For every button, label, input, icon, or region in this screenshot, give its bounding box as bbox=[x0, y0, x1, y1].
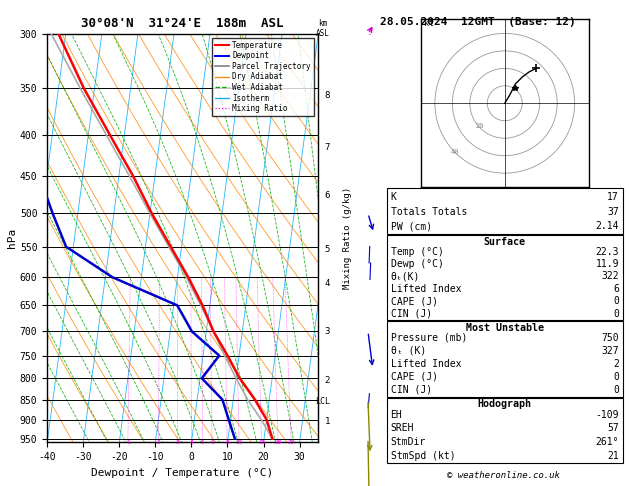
Text: SREH: SREH bbox=[391, 423, 414, 434]
Text: StmSpd (kt): StmSpd (kt) bbox=[391, 451, 455, 461]
Text: CAPE (J): CAPE (J) bbox=[391, 296, 438, 306]
Text: LCL: LCL bbox=[314, 397, 330, 406]
Text: θₜ (K): θₜ (K) bbox=[391, 346, 426, 356]
Text: 0: 0 bbox=[613, 296, 619, 306]
Text: 22.3: 22.3 bbox=[596, 246, 619, 257]
Text: 57: 57 bbox=[607, 423, 619, 434]
Text: 30°08'N  31°24'E  188m  ASL: 30°08'N 31°24'E 188m ASL bbox=[81, 17, 284, 30]
Text: 5: 5 bbox=[325, 245, 330, 255]
Text: Most Unstable: Most Unstable bbox=[465, 323, 544, 333]
Legend: Temperature, Dewpoint, Parcel Trajectory, Dry Adiabat, Wet Adiabat, Isotherm, Mi: Temperature, Dewpoint, Parcel Trajectory… bbox=[212, 38, 314, 116]
Text: PW (cm): PW (cm) bbox=[391, 222, 431, 231]
Text: 5: 5 bbox=[201, 440, 204, 445]
Text: kt: kt bbox=[425, 19, 435, 28]
Text: 1: 1 bbox=[325, 417, 330, 426]
Text: CIN (J): CIN (J) bbox=[391, 309, 431, 319]
Text: CAPE (J): CAPE (J) bbox=[391, 372, 438, 382]
Text: CIN (J): CIN (J) bbox=[391, 384, 431, 395]
Text: StmDir: StmDir bbox=[391, 437, 426, 447]
Text: 0: 0 bbox=[613, 384, 619, 395]
Text: K: K bbox=[391, 192, 396, 202]
Y-axis label: hPa: hPa bbox=[7, 228, 17, 248]
Text: Lifted Index: Lifted Index bbox=[391, 359, 461, 369]
Text: 0: 0 bbox=[613, 309, 619, 319]
Text: 750: 750 bbox=[601, 333, 619, 343]
Text: 7: 7 bbox=[325, 143, 330, 153]
Text: 25: 25 bbox=[287, 440, 295, 445]
Text: 2: 2 bbox=[157, 440, 160, 445]
Text: Pressure (mb): Pressure (mb) bbox=[391, 333, 467, 343]
Text: 8: 8 bbox=[225, 440, 229, 445]
Text: Totals Totals: Totals Totals bbox=[391, 207, 467, 217]
Text: 15: 15 bbox=[258, 440, 265, 445]
Text: 37: 37 bbox=[607, 207, 619, 217]
Text: 8: 8 bbox=[325, 90, 330, 100]
X-axis label: Dewpoint / Temperature (°C): Dewpoint / Temperature (°C) bbox=[91, 468, 274, 478]
Text: 6: 6 bbox=[613, 284, 619, 294]
Text: 21: 21 bbox=[607, 451, 619, 461]
Text: 327: 327 bbox=[601, 346, 619, 356]
Text: Mixing Ratio (g/kg): Mixing Ratio (g/kg) bbox=[343, 187, 352, 289]
Text: km
ASL: km ASL bbox=[316, 18, 330, 38]
Text: Hodograph: Hodograph bbox=[478, 399, 532, 409]
Text: θₜ(K): θₜ(K) bbox=[391, 271, 420, 281]
Text: 10: 10 bbox=[235, 440, 243, 445]
Text: 6: 6 bbox=[210, 440, 214, 445]
Text: 0: 0 bbox=[613, 372, 619, 382]
Text: 3: 3 bbox=[325, 327, 330, 336]
Text: 11.9: 11.9 bbox=[596, 259, 619, 269]
Text: Lifted Index: Lifted Index bbox=[391, 284, 461, 294]
Text: Dewp (°C): Dewp (°C) bbox=[391, 259, 443, 269]
Text: 4: 4 bbox=[325, 278, 330, 288]
Text: Surface: Surface bbox=[484, 237, 526, 247]
Text: © weatheronline.co.uk: © weatheronline.co.uk bbox=[447, 471, 560, 480]
Text: 20: 20 bbox=[274, 440, 282, 445]
Text: 28.05.2024  12GMT  (Base: 12): 28.05.2024 12GMT (Base: 12) bbox=[380, 17, 576, 27]
Text: 322: 322 bbox=[601, 271, 619, 281]
Text: Temp (°C): Temp (°C) bbox=[391, 246, 443, 257]
Text: 17: 17 bbox=[607, 192, 619, 202]
Text: 2: 2 bbox=[613, 359, 619, 369]
Text: 6: 6 bbox=[325, 191, 330, 200]
Text: 4: 4 bbox=[190, 440, 194, 445]
Text: 20: 20 bbox=[476, 123, 484, 129]
Text: 261°: 261° bbox=[596, 437, 619, 447]
Text: -109: -109 bbox=[596, 410, 619, 419]
Text: 1: 1 bbox=[126, 440, 130, 445]
Text: EH: EH bbox=[391, 410, 403, 419]
Text: 2: 2 bbox=[325, 376, 330, 385]
Text: 2.14: 2.14 bbox=[596, 222, 619, 231]
Text: 3: 3 bbox=[175, 440, 179, 445]
Text: 40: 40 bbox=[450, 149, 459, 155]
